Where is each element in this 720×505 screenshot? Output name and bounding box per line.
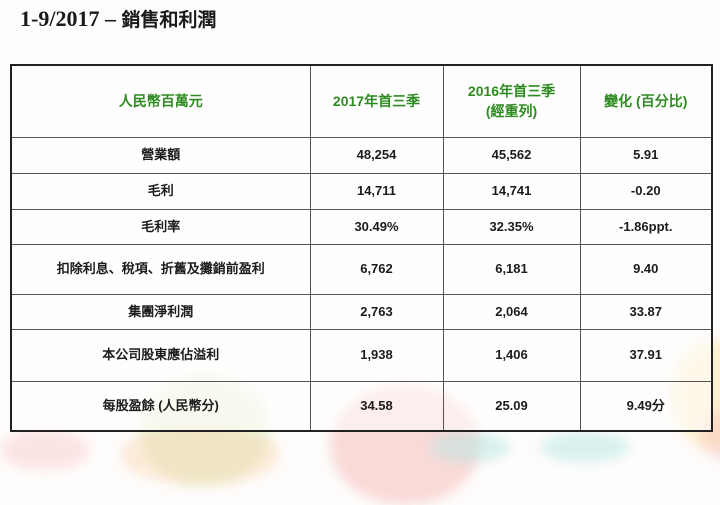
row-label: 集團淨利潤 <box>10 293 311 330</box>
value-2017: 1,938 <box>309 328 444 382</box>
value-change: -1.86ppt. <box>579 208 713 245</box>
background-blob-orange <box>120 425 280 485</box>
page-title-period: 1-9/2017 – <box>20 6 122 31</box>
value-2017: 34.58 <box>309 380 444 432</box>
header-2017: 2017年首三季 <box>309 64 444 138</box>
value-2017: 30.49% <box>309 208 444 245</box>
header-change-label: 變化 (百分比) <box>604 93 688 110</box>
page-title: 1-9/2017 – 銷售和利潤 <box>20 5 216 32</box>
row-label: 毛利 <box>10 172 311 210</box>
table-header-row: 人民幣百萬元 2017年首三季 2016年首三季 (經重列) 變化 (百分比) <box>10 64 713 138</box>
table-row: 本公司股東應佔溢利 1,938 1,406 37.91 <box>10 328 713 382</box>
header-2016: 2016年首三季 (經重列) <box>442 64 581 138</box>
value-change: 9.49分 <box>579 380 713 432</box>
value-2017: 2,763 <box>309 293 444 330</box>
header-2016-label: 2016年首三季 <box>467 83 556 100</box>
value-2017: 6,762 <box>309 243 444 295</box>
value-change: 37.91 <box>579 328 713 382</box>
value-2016: 1,406 <box>442 328 581 382</box>
table-row: 毛利率 30.49% 32.35% -1.86ppt. <box>10 208 713 245</box>
value-change: 9.40 <box>579 243 713 295</box>
row-label: 毛利率 <box>10 208 311 245</box>
value-2016: 32.35% <box>442 208 581 245</box>
row-label: 營業額 <box>10 136 311 174</box>
table-row: 毛利 14,711 14,741 -0.20 <box>10 172 713 210</box>
header-2016-note: (經重列) <box>485 103 538 120</box>
row-label: 扣除利息、稅項、折舊及攤銷前盈利 <box>10 243 311 295</box>
value-2016: 45,562 <box>442 136 581 174</box>
table-row: 扣除利息、稅項、折舊及攤銷前盈利 6,762 6,181 9.40 <box>10 243 713 295</box>
financial-table-container: 人民幣百萬元 2017年首三季 2016年首三季 (經重列) 變化 (百分比) 營… <box>10 64 713 432</box>
background-blob-teal <box>430 432 510 462</box>
value-2017: 14,711 <box>309 172 444 210</box>
value-change: 5.91 <box>579 136 713 174</box>
value-change: -0.20 <box>579 172 713 210</box>
value-change: 33.87 <box>579 293 713 330</box>
header-unit-label: 人民幣百萬元 <box>118 93 203 110</box>
value-2016: 2,064 <box>442 293 581 330</box>
header-2017-label: 2017年首三季 <box>332 93 421 110</box>
table-row: 營業額 48,254 45,562 5.91 <box>10 136 713 174</box>
table-row: 每股盈餘 (人民幣分) 34.58 25.09 9.49分 <box>10 380 713 432</box>
background-blob-cyan <box>540 432 630 462</box>
background-blob-pink <box>0 430 90 470</box>
header-unit: 人民幣百萬元 <box>10 64 311 138</box>
sales-profit-table: 人民幣百萬元 2017年首三季 2016年首三季 (經重列) 變化 (百分比) 營… <box>10 64 713 432</box>
value-2017: 48,254 <box>309 136 444 174</box>
page-title-subject: 銷售和利潤 <box>121 9 217 31</box>
value-2016: 25.09 <box>442 380 581 432</box>
row-label: 本公司股東應佔溢利 <box>10 328 311 382</box>
header-change: 變化 (百分比) <box>579 64 713 138</box>
table-row: 集團淨利潤 2,763 2,064 33.87 <box>10 293 713 330</box>
row-label: 每股盈餘 (人民幣分) <box>10 380 311 432</box>
value-2016: 14,741 <box>442 172 581 210</box>
value-2016: 6,181 <box>442 243 581 295</box>
